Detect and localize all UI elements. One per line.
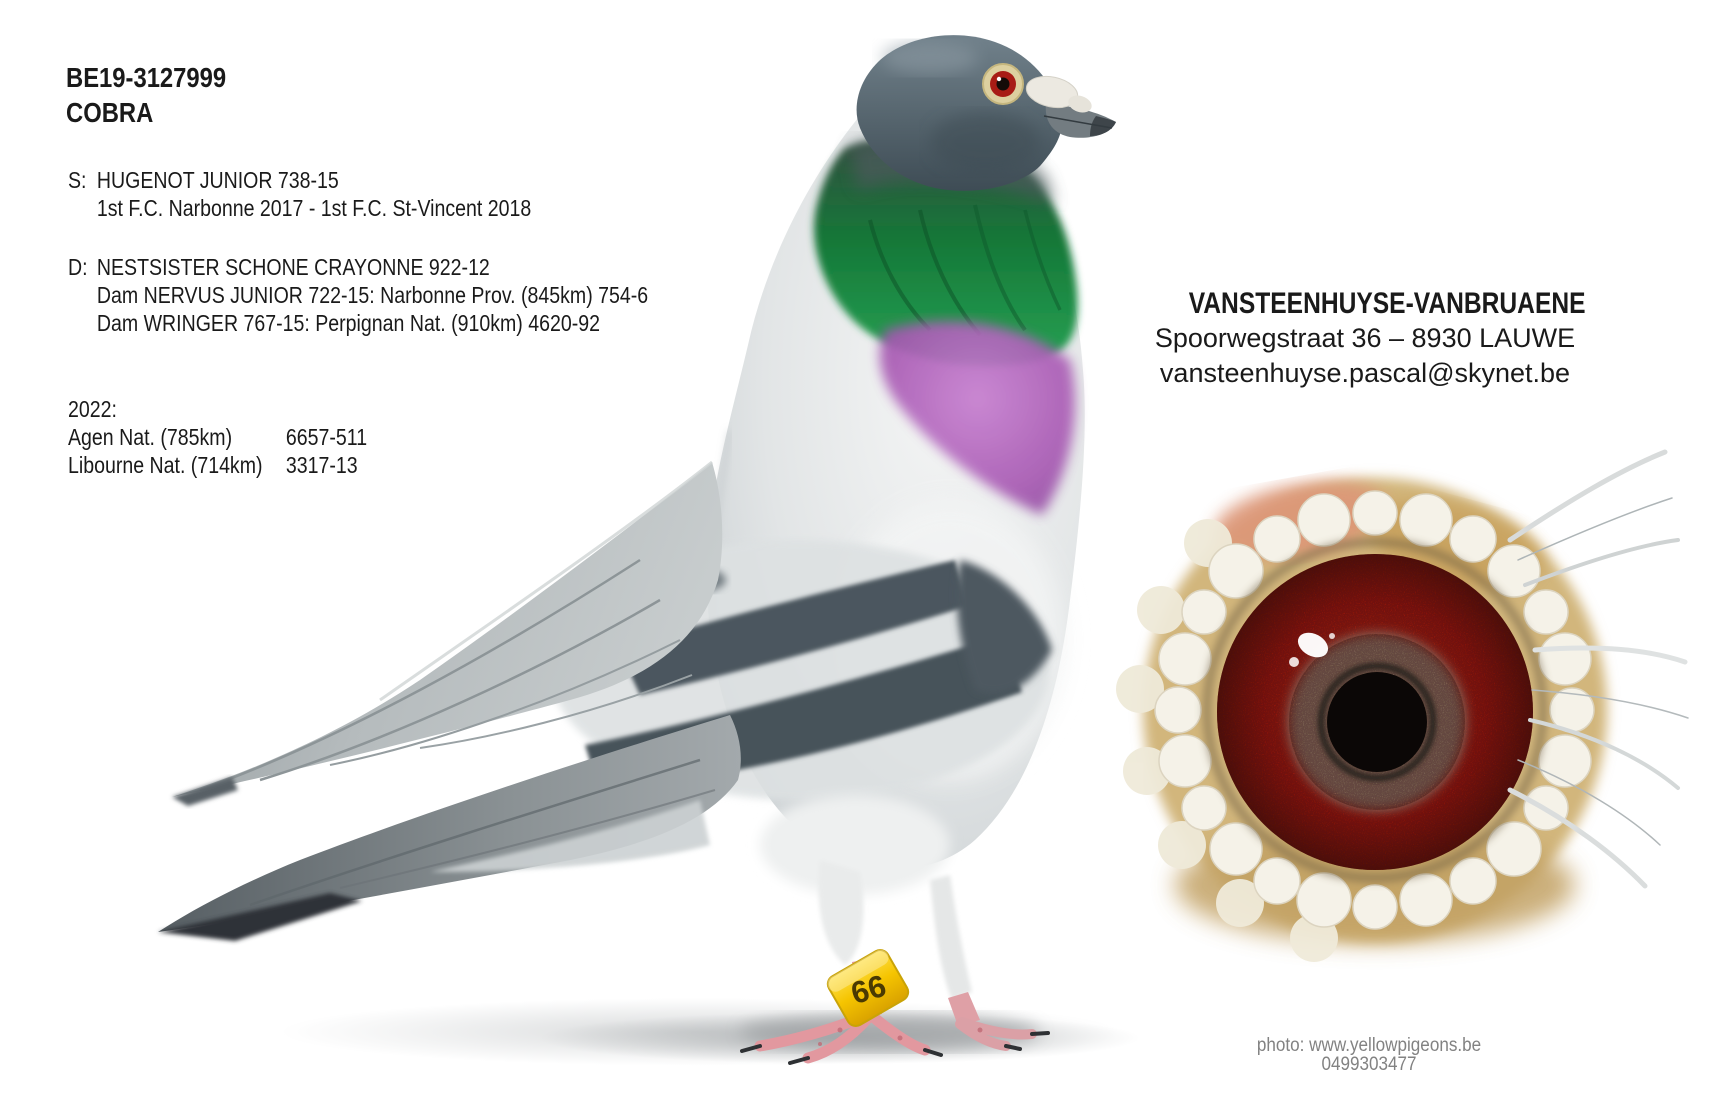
eye-lower-lid-bumps — [1116, 519, 1338, 962]
breeder-name: VANSTEENHUYSE-VANBRUAENE — [1188, 287, 1586, 320]
pigeon-neck-purple — [879, 321, 1075, 515]
pigeon-eye — [982, 63, 1024, 105]
photo-credit-phone: 0499303477 — [1321, 1054, 1417, 1075]
dam-label: D: — [68, 254, 88, 280]
race-result: 3317-13 — [285, 452, 358, 478]
breeder-email: vansteenhuyse.pascal@skynet.be — [1159, 358, 1571, 388]
pigeon-wing-primaries — [172, 460, 723, 806]
eye-closeup-photo — [1116, 449, 1689, 962]
eye-feather-wisps — [1507, 449, 1689, 889]
race-name: Libourne Nat. (714km) — [68, 452, 263, 478]
eye-pupil — [1327, 672, 1427, 772]
sire-label: S: — [68, 167, 87, 193]
eye-cere-ring — [1154, 490, 1595, 930]
eye-highlight — [1297, 632, 1329, 658]
result-row: Libourne Nat. (714km) 3317-13 — [68, 451, 367, 479]
dam-detail-line: Dam NERVUS JUNIOR 722-15: Narbonne Prov.… — [96, 282, 649, 308]
breeder-section: VANSTEENHUYSE-VANBRUAENE Spoorwegstraat … — [1150, 286, 1586, 391]
results-2022-section: 2022: Agen Nat. (785km) 6657-511 Libourn… — [68, 395, 367, 479]
pigeon: 66 — [158, 35, 1116, 1065]
dam-name: NESTSISTER SCHONE CRAYONNE 922-12 — [96, 254, 490, 280]
dam-section: D: NESTSISTER SCHONE CRAYONNE 922-12 Dam… — [68, 253, 648, 337]
results-year-label: 2022: — [68, 396, 117, 422]
race-result: 6657-511 — [285, 424, 368, 450]
sire-name: HUGENOT JUNIOR 738-15 — [96, 167, 339, 193]
sire-results: 1st F.C. Narbonne 2017 - 1st F.C. St-Vin… — [96, 195, 532, 221]
photo-credit-site: photo: www.yellowpigeons.be — [1256, 1035, 1482, 1056]
sire-section: S: HUGENOT JUNIOR 738-15 1st F.C. Narbon… — [68, 166, 531, 222]
pigeon-tail — [158, 715, 741, 941]
pigeon-legs: 66 — [740, 795, 1050, 1065]
photo-credit: photo: www.yellowpigeons.be 0499303477 — [1234, 1036, 1504, 1074]
breeder-address: Spoorwegstraat 36 – 8930 LAUWE — [1154, 323, 1576, 353]
race-name: Agen Nat. (785km) — [68, 424, 233, 450]
pigeon-id-block: BE19-3127999 COBRA — [66, 60, 226, 130]
result-row: Agen Nat. (785km) 6657-511 — [68, 423, 367, 451]
pigeon-name: COBRA — [66, 97, 154, 128]
dam-detail-line: Dam WRINGER 767-15: Perpignan Nat. (910k… — [96, 310, 600, 336]
ring-number: BE19-3127999 — [66, 62, 227, 93]
leg-band: 66 — [826, 949, 910, 1027]
pigeon-claws — [740, 1031, 1050, 1065]
pigeon-head — [856, 35, 1116, 191]
